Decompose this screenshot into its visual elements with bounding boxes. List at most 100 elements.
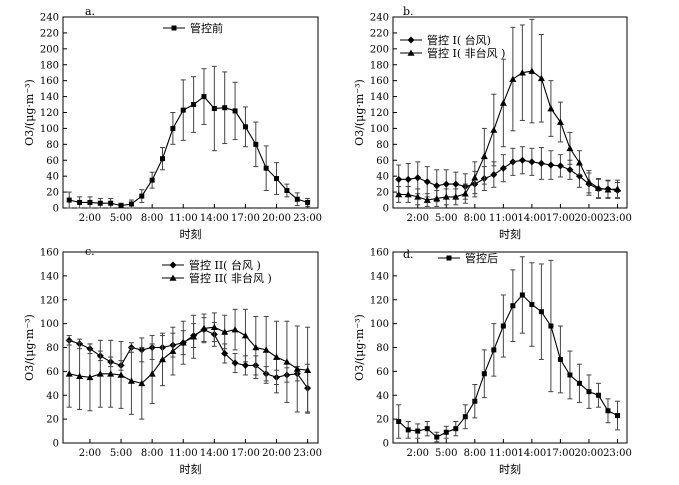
data-point [452, 193, 460, 200]
x-tick-label: 17:00 [546, 448, 575, 459]
data-point [480, 152, 488, 160]
data-point [518, 69, 526, 76]
y-tick-label: 160 [370, 248, 389, 259]
y-axis-label: O3/(μg·m⁻³) [23, 79, 36, 146]
data-point [490, 126, 498, 133]
x-tick-label: 2:00 [406, 448, 428, 459]
panel-label: b. [403, 5, 414, 18]
data-point [462, 414, 468, 420]
data-point [538, 309, 544, 315]
data-point [604, 186, 612, 193]
data-point [585, 178, 593, 185]
data-point [500, 323, 506, 329]
x-tick-label: 8:00 [464, 213, 486, 224]
y-tick-label: 0 [53, 204, 59, 215]
data-point [232, 108, 238, 114]
y-tick-label: 140 [40, 92, 59, 103]
y-tick-label: 100 [40, 319, 59, 330]
data-point [537, 74, 545, 82]
y-tick-label: 140 [40, 271, 59, 282]
data-point [461, 190, 469, 197]
y-tick-label: 140 [370, 271, 389, 282]
panel-a: 0 20 40 60 80 100 120 140 160 180 200 220 240 2:00 5:0… [23, 5, 322, 241]
data-point [148, 370, 156, 377]
y-tick-label: 40 [376, 391, 389, 402]
data-point [442, 193, 450, 200]
legend-label: 管控 II( 非台风 ) [189, 271, 272, 285]
data-point [263, 165, 269, 171]
x-tick-label: 11:00 [489, 213, 518, 224]
y-tick-label: 40 [46, 172, 59, 183]
x-tick-label: 23:00 [293, 213, 322, 224]
data-point [86, 373, 94, 381]
y-tick-label: 120 [370, 108, 389, 119]
x-tick-label: 5:00 [110, 213, 132, 224]
legend-marker [407, 49, 415, 56]
x-tick-label: 2:00 [79, 448, 101, 459]
data-point [242, 124, 248, 130]
data-point [241, 361, 249, 369]
y-tick-label: 160 [40, 248, 59, 259]
x-tick-label: 11:00 [169, 448, 198, 459]
x-tick-label: 5:00 [110, 448, 132, 459]
data-point [180, 107, 186, 113]
data-point [452, 180, 460, 188]
plot-frame [62, 16, 319, 209]
x-axis-label: 时刻 [499, 462, 521, 476]
x-tick-label: 17:00 [231, 213, 260, 224]
data-point [253, 141, 259, 147]
y-tick-label: 40 [376, 172, 389, 183]
y-axis-label: O3/(μg·m⁻³) [23, 314, 36, 381]
data-point [305, 199, 311, 205]
x-tick-label: 11:00 [489, 448, 518, 459]
data-point [221, 328, 229, 335]
data-point [201, 94, 207, 100]
data-point [509, 158, 517, 166]
data-point [433, 194, 441, 202]
x-tick-label: 20:00 [575, 213, 604, 224]
series-line [398, 159, 618, 192]
x-tick-label: 20:00 [575, 448, 604, 459]
data-point [613, 185, 621, 192]
y-tick-label: 60 [376, 367, 389, 378]
data-point [169, 347, 177, 354]
data-point [76, 372, 84, 379]
y-axis-label: O3/(μg·m⁻³) [353, 314, 366, 381]
y-tick-label: 80 [376, 140, 389, 151]
data-point [528, 67, 536, 74]
x-tick-label: 23:00 [603, 213, 632, 224]
data-point [231, 359, 239, 367]
data-point [548, 323, 554, 329]
data-point [557, 356, 563, 362]
x-tick-label: 8:00 [141, 448, 163, 459]
data-point [139, 193, 145, 199]
legend-label: 管控 I( 台风) [427, 33, 491, 47]
data-point [191, 102, 197, 108]
data-point [252, 344, 260, 351]
data-point [262, 346, 270, 353]
y-tick-label: 0 [383, 439, 389, 450]
x-axis-label: 时刻 [180, 462, 202, 476]
series-line [398, 294, 618, 438]
legend-marker [407, 36, 415, 44]
data-point [404, 190, 412, 198]
x-tick-label: 14:00 [517, 213, 546, 224]
panel-label: a. [85, 5, 95, 18]
y-axis-label: O3/(μg·m⁻³) [353, 79, 366, 146]
data-point [556, 162, 564, 170]
x-tick-label: 20:00 [262, 448, 291, 459]
series-2 [65, 308, 312, 420]
data-point [499, 99, 507, 106]
data-point [510, 303, 516, 309]
y-tick-label: 220 [370, 28, 389, 39]
y-tick-label: 120 [370, 295, 389, 306]
legend-label: 管控前 [190, 21, 223, 35]
data-point [108, 200, 114, 206]
x-tick-label: 17:00 [546, 213, 575, 224]
data-point [97, 200, 103, 206]
y-tick-label: 120 [40, 295, 59, 306]
y-tick-label: 20 [376, 188, 389, 199]
data-point [159, 355, 167, 363]
y-tick-label: 80 [46, 140, 59, 151]
data-point [443, 429, 449, 435]
